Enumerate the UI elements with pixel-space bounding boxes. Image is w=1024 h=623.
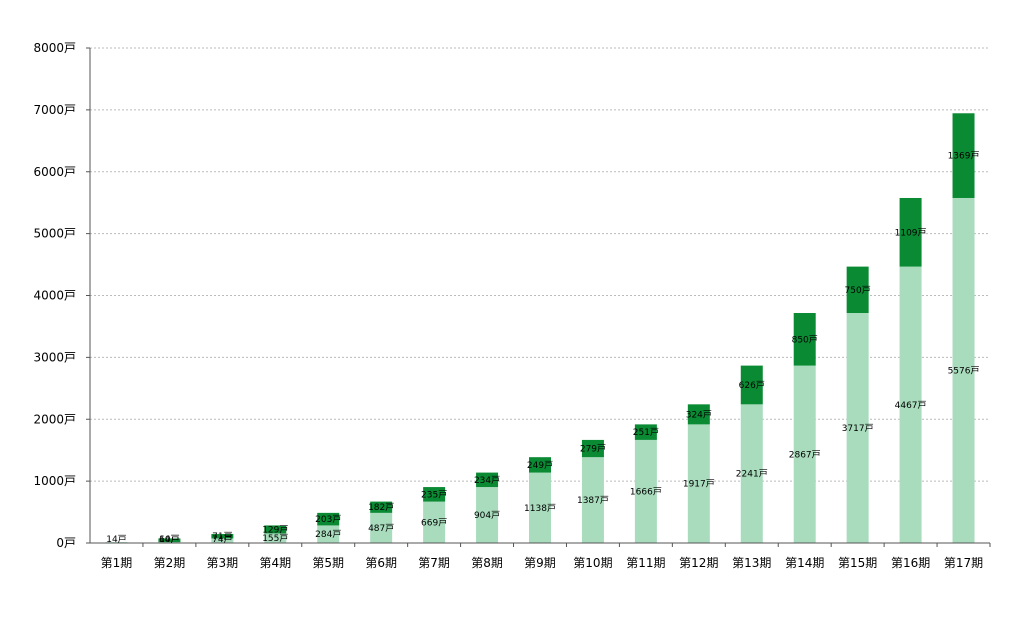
bar-segment-base — [211, 538, 234, 543]
x-tick-label: 第13期 — [732, 556, 771, 570]
data-label: 60戸 — [159, 534, 179, 545]
x-tick-label: 第8期 — [471, 556, 503, 570]
x-tick-label: 第16期 — [891, 556, 930, 570]
bar-segment-increment — [370, 501, 393, 513]
y-tick-label: 4000戸 — [33, 289, 76, 303]
data-label: 155戸 — [262, 533, 288, 544]
bar-segment-increment — [846, 266, 869, 314]
data-label: 74戸 — [212, 534, 232, 545]
bar-segment-base — [370, 512, 393, 543]
bar-segment-increment — [687, 404, 710, 425]
bar-segment-increment — [317, 512, 340, 526]
bar-segment-base — [793, 365, 816, 543]
bar-segment-increment — [899, 197, 922, 267]
bar-segment-increment — [952, 113, 975, 198]
x-tick-label: 第1期 — [101, 556, 133, 570]
data-label: 249戸 — [527, 460, 553, 471]
data-label: 279戸 — [580, 444, 606, 455]
data-label: 2867戸 — [789, 449, 821, 460]
x-tick-label: 第4期 — [259, 556, 291, 570]
y-tick-label: 3000戸 — [33, 350, 76, 364]
x-tick-label: 第11期 — [626, 556, 665, 570]
data-label: 1666戸 — [630, 486, 662, 497]
data-label: 251戸 — [633, 427, 659, 438]
data-label: 750戸 — [845, 285, 871, 296]
y-tick-label: 7000戸 — [33, 103, 76, 117]
bars-layer — [105, 113, 975, 544]
data-label: 235戸 — [421, 489, 447, 500]
x-tick-label: 第9期 — [524, 556, 556, 570]
data-label: 850戸 — [792, 334, 818, 345]
bar-segment-base — [581, 457, 604, 543]
data-label: 234戸 — [474, 475, 500, 486]
data-label: 487戸 — [368, 523, 394, 534]
x-tick-label: 第12期 — [679, 556, 718, 570]
bar-segment-increment — [581, 439, 604, 458]
x-tick-label: 第10期 — [573, 556, 612, 570]
data-label: 1138戸 — [524, 503, 556, 514]
bar-segment-increment — [158, 538, 181, 543]
data-label: 324戸 — [686, 409, 712, 420]
y-tick-label: 8000戸 — [33, 41, 76, 55]
data-label: 669戸 — [421, 517, 447, 528]
y-tick-label: 6000戸 — [33, 165, 76, 179]
bar-segment-base — [740, 404, 763, 543]
bar-segment-base — [423, 501, 446, 543]
bar-segment-base — [476, 487, 499, 543]
bar-segment-increment — [211, 534, 234, 539]
bar-segment-increment — [423, 487, 446, 502]
y-tick-label: 1000戸 — [33, 474, 76, 488]
bar-segment-base — [899, 266, 922, 543]
bar-segment-increment — [264, 525, 287, 534]
bar-segment-increment — [634, 424, 657, 440]
bar-segment-base — [687, 424, 710, 543]
y-tick-label: 2000戸 — [33, 412, 76, 426]
x-tick-label: 第15期 — [838, 556, 877, 570]
x-tick-label: 第7期 — [418, 556, 450, 570]
bar-segment-base — [846, 313, 869, 543]
gridlines — [86, 47, 990, 544]
bar-segment-base — [952, 197, 975, 544]
data-label: 626戸 — [739, 380, 765, 391]
data-label: 14戸 — [159, 534, 179, 545]
bar-segment-increment — [793, 313, 816, 366]
x-tick-label: 第2期 — [154, 556, 186, 570]
data-label: 284戸 — [315, 529, 341, 540]
data-label: 5576戸 — [948, 365, 980, 376]
x-tick-labels: 第1期 第2期 第3期 第4期 第5期 第6期 第7期 第8期 第9期 第10期 第11期 第12期第… — [101, 543, 991, 570]
x-tick-label: 第17期 — [944, 556, 983, 570]
bar-segment-base — [634, 439, 657, 543]
data-label: 904戸 — [474, 510, 500, 521]
bar-segment-increment — [529, 457, 551, 473]
data-label: 2241戸 — [736, 469, 768, 480]
x-tick-label: 第3期 — [207, 556, 239, 570]
data-label: 1917戸 — [683, 479, 715, 490]
data-label: 1387戸 — [577, 495, 609, 506]
y-tick-labels: 0戸 1000戸 2000戸 3000戸 4000戸 5000戸 6000戸 7000戸 800… — [33, 41, 76, 550]
data-label: 14戸 — [106, 534, 126, 545]
data-label: 182戸 — [368, 502, 394, 513]
data-label: 3717戸 — [842, 423, 874, 434]
data-label: 71戸 — [212, 531, 232, 542]
bar-segment-base — [317, 525, 340, 543]
x-tick-label: 第6期 — [365, 556, 397, 570]
y-tick-label: 0戸 — [56, 536, 76, 550]
bar-segment-increment — [740, 365, 763, 405]
data-label: 129戸 — [262, 524, 288, 535]
bar-segment-base — [264, 533, 287, 543]
data-label: 203戸 — [315, 514, 341, 525]
bar-segment-increment — [476, 472, 499, 488]
x-tick-label: 第5期 — [312, 556, 344, 570]
data-label: 4467戸 — [895, 400, 927, 411]
data-label: 1369戸 — [948, 151, 980, 162]
y-tick-label: 5000戸 — [33, 227, 76, 241]
data-label: 1109戸 — [895, 227, 927, 238]
bar-segment-base — [529, 472, 551, 543]
x-tick-label: 第14期 — [785, 556, 824, 570]
axes — [89, 48, 990, 544]
